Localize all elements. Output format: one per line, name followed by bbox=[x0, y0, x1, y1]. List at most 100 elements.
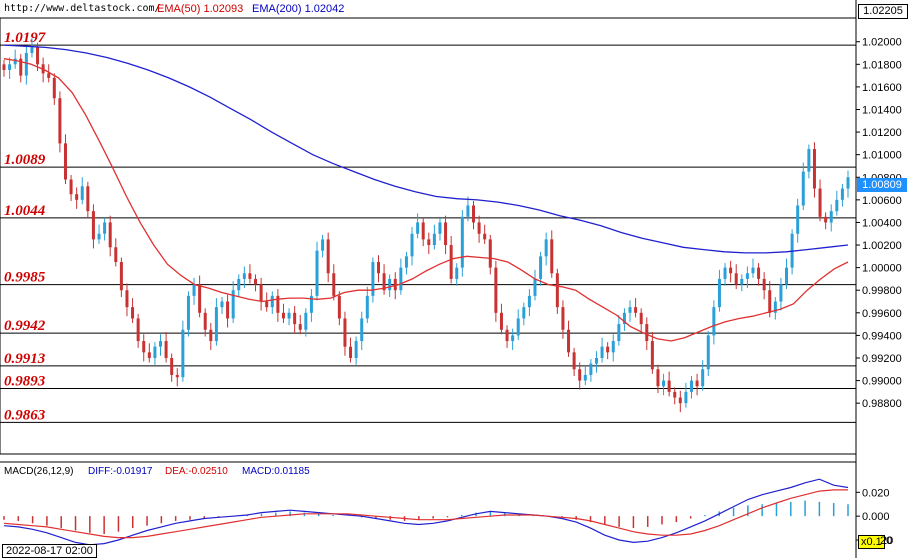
candle-body bbox=[611, 341, 615, 353]
candle-body bbox=[572, 352, 576, 370]
candle-body bbox=[24, 53, 28, 76]
candle-body bbox=[270, 295, 274, 308]
candle-body bbox=[365, 295, 369, 319]
candle-body bbox=[594, 357, 598, 364]
candle-body bbox=[343, 318, 347, 347]
candle-body bbox=[734, 273, 738, 285]
candle-body bbox=[416, 222, 420, 234]
candle-body bbox=[287, 312, 291, 319]
candle-body bbox=[544, 239, 548, 257]
candle-body bbox=[550, 239, 554, 274]
candle-body bbox=[259, 284, 263, 302]
level-label: 1.0044 bbox=[4, 203, 46, 219]
candle-body bbox=[8, 64, 12, 70]
candle-body bbox=[321, 239, 325, 251]
candle-body bbox=[773, 301, 777, 313]
candle-body bbox=[114, 247, 118, 262]
candle-body bbox=[388, 278, 392, 291]
candle-body bbox=[706, 335, 710, 370]
candle-body bbox=[527, 295, 531, 308]
candle-body bbox=[237, 278, 241, 291]
candle-body bbox=[326, 239, 330, 274]
macd-panel: 0.0200.000-0.020 bbox=[3, 478, 893, 547]
candle-body bbox=[337, 295, 341, 319]
candle-body bbox=[209, 329, 213, 342]
candle-body bbox=[656, 369, 660, 387]
candle-body bbox=[80, 186, 84, 200]
level-label: 0.9863 bbox=[4, 407, 46, 423]
macd-value: MACD:0.01185 bbox=[242, 466, 310, 477]
y-tick-label: 0.99800 bbox=[862, 285, 902, 297]
macd-diff-line bbox=[3, 478, 849, 546]
candle-body bbox=[578, 369, 582, 381]
candle-body bbox=[192, 284, 196, 296]
chart-frame bbox=[0, 0, 857, 558]
candle-body bbox=[812, 149, 816, 189]
candle-body bbox=[701, 369, 705, 387]
level-label: 0.9893 bbox=[4, 373, 46, 389]
candle-body bbox=[511, 335, 515, 342]
candle-body bbox=[639, 312, 643, 325]
y-tick-label: 1.00200 bbox=[862, 240, 902, 252]
date-cursor-label: 2022-08-17 02:00 bbox=[2, 544, 97, 558]
zoom-value: 20 bbox=[880, 535, 893, 547]
candle-body bbox=[186, 295, 190, 330]
candle-body bbox=[449, 245, 453, 279]
candle-body bbox=[19, 58, 23, 76]
candle-body bbox=[159, 341, 163, 347]
site-url[interactable]: http://www.deltastock.com/ bbox=[4, 3, 161, 14]
macd-name: MACD(26,12,9) bbox=[4, 466, 74, 477]
level-label: 0.9913 bbox=[4, 351, 46, 367]
current-price-box: 1.00809 bbox=[857, 178, 907, 192]
candle-body bbox=[226, 301, 230, 319]
candle-body bbox=[488, 239, 492, 268]
candlesticks bbox=[2, 38, 850, 413]
candle-body bbox=[785, 267, 789, 285]
candle-body bbox=[745, 273, 749, 279]
candle-body bbox=[466, 205, 470, 217]
candle-body bbox=[108, 222, 112, 248]
candle-body bbox=[399, 267, 403, 291]
y-tick-label: 0.99400 bbox=[862, 330, 902, 342]
candle-body bbox=[522, 307, 526, 319]
top-price-box: 1.02205 bbox=[858, 4, 908, 19]
ema200-label: EMA(200) 1.02042 bbox=[252, 3, 345, 15]
candle-body bbox=[47, 73, 51, 78]
candle-body bbox=[203, 312, 207, 330]
candle-body bbox=[63, 143, 67, 180]
candle-body bbox=[762, 278, 766, 291]
candle-body bbox=[846, 177, 850, 189]
level-label: 0.9985 bbox=[4, 270, 46, 286]
macd-y-tick-label: 0.000 bbox=[862, 511, 890, 523]
y-tick-label: 1.01400 bbox=[862, 104, 902, 116]
y-tick-label: 0.99200 bbox=[862, 353, 902, 365]
candle-body bbox=[432, 233, 436, 246]
zoom-button[interactable]: x0.1 bbox=[858, 535, 885, 549]
candle-body bbox=[30, 47, 34, 54]
candle-body bbox=[136, 318, 140, 342]
candle-body bbox=[717, 278, 721, 308]
y-tick-label: 1.01200 bbox=[862, 127, 902, 139]
candle-body bbox=[829, 211, 833, 223]
candle-body bbox=[667, 380, 671, 392]
level-label: 0.9942 bbox=[4, 318, 46, 334]
candle-body bbox=[360, 318, 364, 342]
candle-body bbox=[382, 273, 386, 291]
candle-body bbox=[555, 273, 559, 308]
candle-body bbox=[125, 290, 129, 308]
candle-body bbox=[516, 318, 520, 336]
candle-body bbox=[617, 324, 621, 342]
y-tick-label: 1.02000 bbox=[862, 37, 902, 49]
candle-body bbox=[281, 312, 285, 319]
candle-body bbox=[198, 284, 202, 313]
candle-body bbox=[477, 222, 481, 234]
candle-body bbox=[427, 239, 431, 246]
candle-body bbox=[170, 357, 174, 375]
candle-body bbox=[404, 256, 408, 268]
candle-body bbox=[567, 329, 571, 353]
support-resistance-levels: 1.0197 1.0089 1.0044 0.9985 0.9942 0.9913 0.98… bbox=[0, 30, 856, 423]
candle-body bbox=[91, 211, 95, 240]
y-tick-label: 1.01600 bbox=[862, 82, 902, 94]
price-axis: 1.02000 1.01800 1.01600 1.01400 1.01200 1.010… bbox=[856, 37, 902, 410]
